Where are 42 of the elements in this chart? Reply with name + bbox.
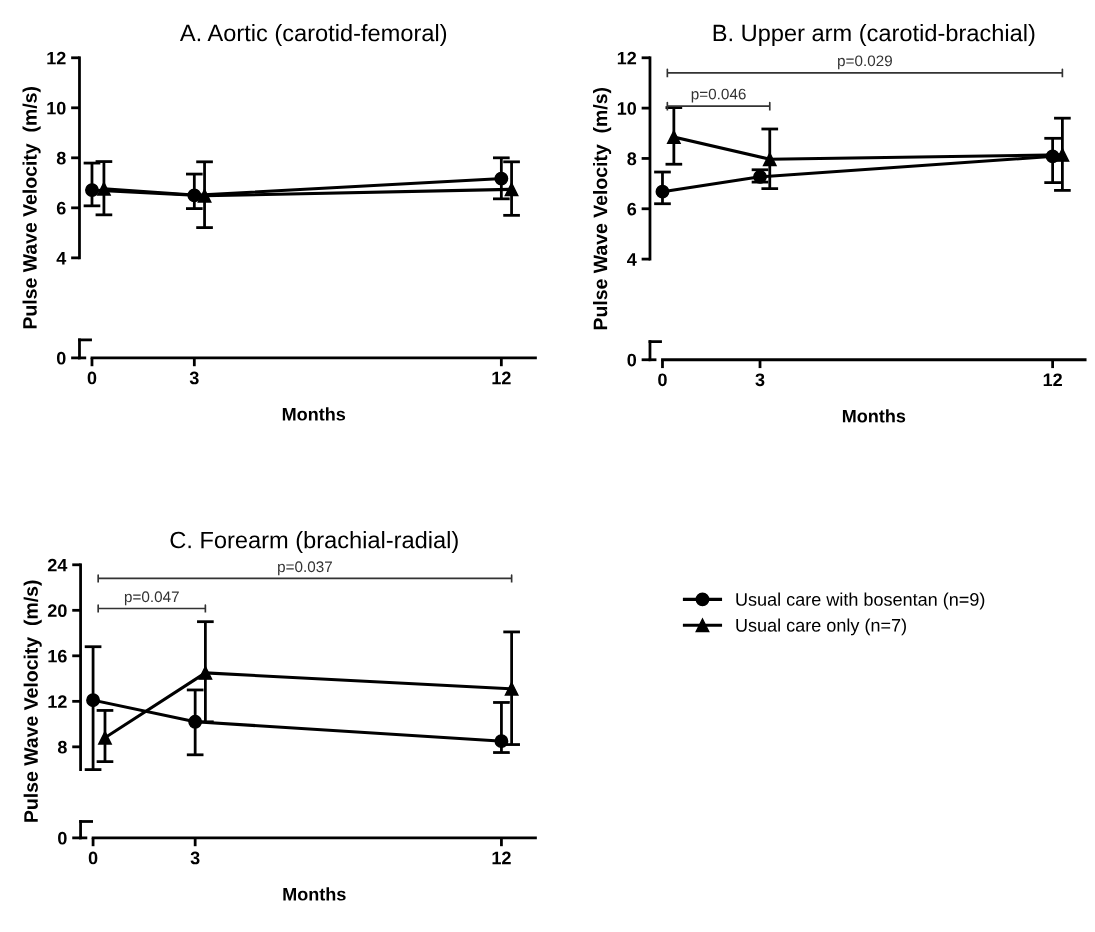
x-tick-label: 0: [87, 371, 97, 385]
y-tick-label: 0: [58, 831, 67, 845]
y-tick-label: 8: [56, 151, 66, 165]
annotation: p=0.047: [124, 591, 179, 606]
y-tick-label: 0: [56, 351, 66, 365]
y-tick-label: 16: [48, 649, 67, 663]
x-axis-title: Months: [842, 409, 906, 423]
y-tick-label: 12: [617, 51, 637, 65]
x-tick-label: 3: [755, 373, 765, 387]
annotation: p=0.046: [691, 88, 746, 103]
x-tick-label: 12: [492, 371, 511, 385]
legend-label: Usual care with bosentan (n=9): [736, 592, 985, 610]
legend-label: Usual care only (n=7): [736, 618, 906, 636]
y-axis-title: Pulse Wave Velocity (m/s): [593, 87, 612, 330]
y-axis-title: Pulse Wave Velocity (m/s): [22, 87, 41, 329]
y-tick-label: 12: [48, 695, 67, 708]
y-axis-title: Pulse Wave Velocity (m/s): [23, 580, 42, 822]
y-tick-label: 10: [47, 101, 66, 115]
y-tick-label: 24: [47, 558, 68, 572]
x-tick-label: 3: [190, 851, 200, 865]
y-tick-label: 6: [56, 201, 66, 215]
y-tick-label: 10: [617, 102, 637, 115]
chart-title: C. Forearm (brachial-radial): [170, 531, 458, 554]
chart-title: A. Aortic (carotid-femoral): [179, 24, 447, 47]
y-tick-label: 8: [627, 152, 637, 166]
y-tick-label: 6: [627, 202, 637, 216]
y-tick-label: 20: [47, 604, 67, 618]
x-axis-title: Months: [282, 407, 346, 421]
x-tick-label: 3: [189, 371, 199, 385]
y-tick-label: 12: [47, 51, 66, 65]
x-tick-label: 0: [658, 373, 667, 387]
x-tick-label: 0: [88, 851, 98, 865]
x-tick-label: 12: [492, 851, 511, 865]
annotation: p=0.029: [838, 55, 892, 70]
y-tick-label: 0: [627, 353, 637, 367]
y-tick-label: 4: [627, 253, 637, 266]
annotation: p=0.037: [278, 561, 332, 576]
chart-title: B. Upper arm (carotid-brachial): [713, 24, 1035, 47]
y-tick-label: 8: [57, 740, 67, 754]
x-axis-title: Months: [283, 887, 346, 901]
y-tick-label: 4: [56, 251, 67, 265]
x-tick-label: 12: [1043, 373, 1062, 387]
